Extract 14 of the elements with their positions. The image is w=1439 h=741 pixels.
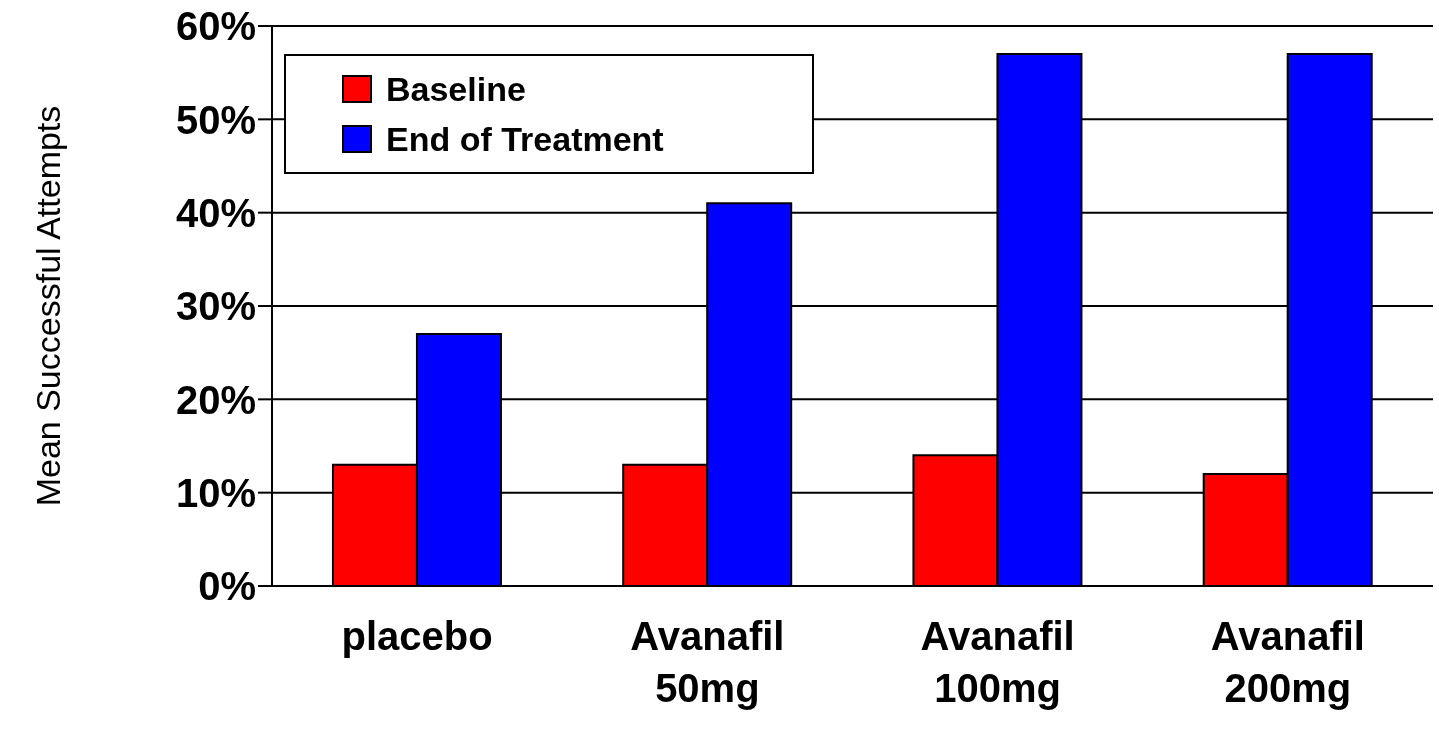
x-tick-label: Avanafil 200mg xyxy=(1210,614,1365,710)
x-tick-label: Avanafil 50mg xyxy=(630,614,785,710)
y-tick-label: 30% xyxy=(175,284,256,329)
y-tick-label: 20% xyxy=(175,377,256,422)
y-tick-label: 60% xyxy=(175,4,256,49)
legend-label: End of Treatment xyxy=(386,119,664,159)
y-tick-label: 0% xyxy=(198,564,256,609)
y-tick-label: 10% xyxy=(175,470,256,515)
x-tick-label: Avanafil 100mg xyxy=(920,614,1075,710)
y-tick-label: 50% xyxy=(175,97,256,142)
x-tick-label: placebo xyxy=(341,614,493,658)
y-axis-title: Mean Successful Attempts xyxy=(29,105,68,507)
y-tick-label: 40% xyxy=(175,190,256,235)
legend-label: Baseline xyxy=(386,69,526,109)
